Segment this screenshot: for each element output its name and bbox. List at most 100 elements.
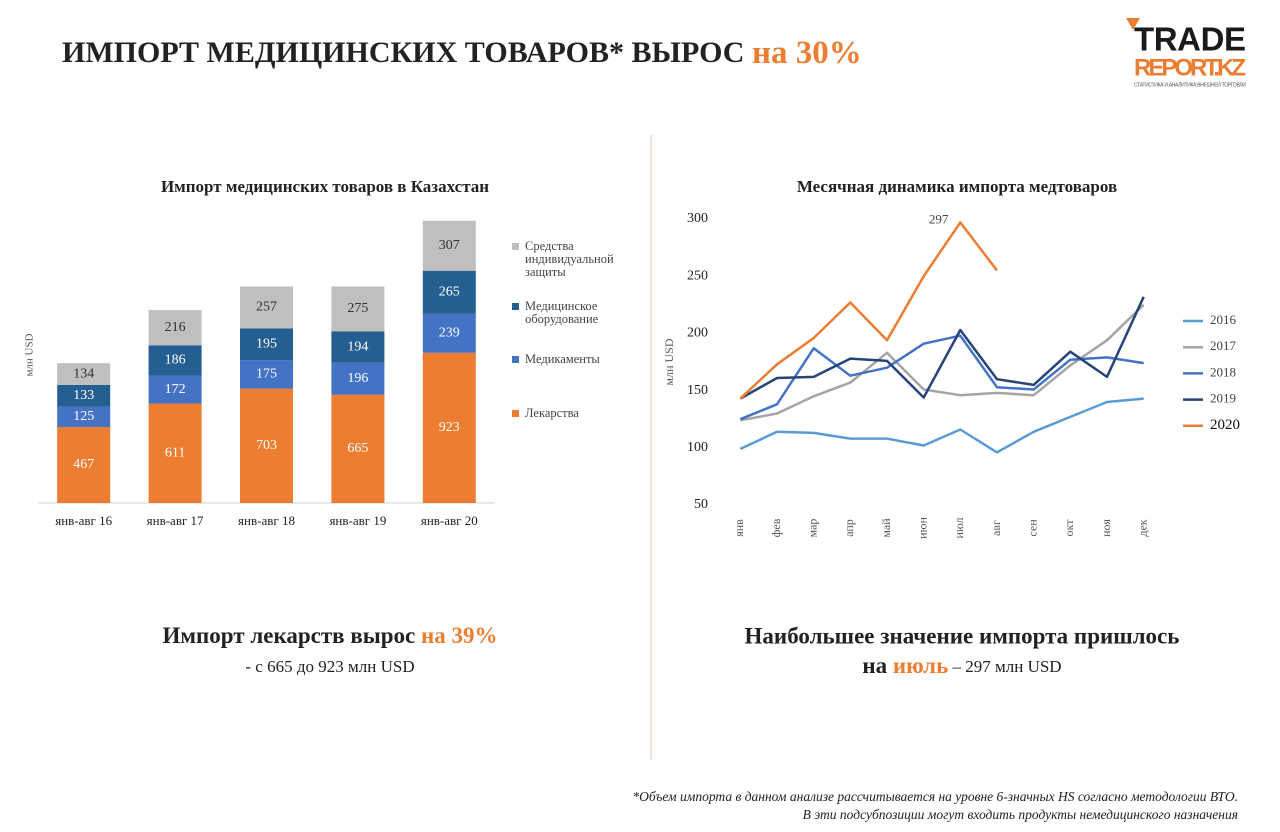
legend-label: 2018 [1210, 364, 1236, 379]
legend-item: Медицинское оборудование [512, 300, 637, 326]
x-tick-label: янв-авг 18 [238, 513, 295, 528]
bar-segment [148, 403, 202, 503]
x-tick-label: июл [952, 517, 966, 538]
legend-label: Средства индивидуальной защиты [525, 239, 614, 279]
x-tick-label: янв-авг 17 [147, 513, 204, 528]
bar-segment [148, 375, 202, 404]
legend-label: Медикаменты [525, 352, 600, 366]
data-label: 275 [347, 301, 368, 316]
x-tick-label: сен [1025, 519, 1039, 537]
y-tick-label: 300 [687, 211, 708, 226]
data-label: 467 [73, 457, 94, 472]
y-tick-label: 150 [687, 383, 708, 398]
line-series [739, 296, 1145, 400]
bar-segment [148, 310, 202, 346]
y-tick-label: 250 [687, 268, 708, 283]
x-tick-label: авг [989, 520, 1003, 536]
caption-right: Наибольшее значение импорта пришлось [745, 623, 1180, 648]
chart-title: Импорт медицинских товаров в Казахстан [161, 177, 489, 196]
bar-segment [422, 313, 476, 353]
data-label: 175 [256, 367, 277, 382]
bar-segment [331, 286, 385, 332]
bar-segment [57, 363, 111, 385]
legend-swatch [512, 410, 519, 417]
x-tick-label: дек [1135, 519, 1149, 536]
bar-segment [240, 388, 293, 503]
legend-item: Средства индивидуальной защиты [512, 240, 637, 279]
data-label: 195 [256, 336, 277, 351]
legend-label: 2016 [1210, 312, 1237, 327]
headline-accent: на 30% [752, 35, 862, 71]
x-tick-label: окт [1062, 519, 1076, 537]
bar-segment [240, 328, 293, 361]
data-label: 172 [165, 382, 186, 397]
data-label: 297 [929, 211, 949, 226]
caption-main: Импорт лекарств вырос [163, 623, 421, 648]
x-tick-label: июн [915, 517, 929, 539]
headline-main: ИМПОРТ МЕДИЦИНСКИХ ТОВАРОВ* ВЫРОС [62, 36, 752, 69]
data-label: 257 [256, 300, 277, 315]
x-tick-label: фев [769, 518, 783, 537]
footnote: В эти подсубпозиции могут входить продук… [803, 807, 1238, 822]
data-label: 196 [347, 371, 368, 386]
logo-tagline: СТАТИСТИКА И АНАЛИТИКА ВНЕШНЕЙ ТОРГОВЛИ [1134, 80, 1246, 88]
y-tick-label: 200 [687, 326, 708, 341]
data-label: 186 [165, 353, 186, 368]
x-tick-label: ноя [1099, 519, 1113, 537]
caption-accent: на 39% [421, 623, 498, 648]
data-label: 265 [439, 285, 460, 300]
line-series [739, 334, 1144, 421]
logo-mark [1126, 18, 1140, 30]
bar-segment [422, 270, 476, 314]
y-tick-label: 100 [687, 440, 708, 455]
data-label: 125 [73, 409, 94, 424]
legend-label: 2019 [1210, 391, 1236, 406]
x-tick-label: янв-авг 20 [421, 513, 478, 528]
data-label: 703 [256, 438, 277, 453]
headline: ИМПОРТ МЕДИЦИНСКИХ ТОВАРОВ* ВЫРОС на 30% [62, 35, 862, 71]
chart-title: Месячная динамика импорта медтоваров [797, 177, 1117, 196]
caption-left: Импорт лекарств вырос на 39% [163, 623, 498, 648]
y-axis-label: млн USD [662, 338, 676, 385]
caption-sub: - с 665 до 923 млн USD [245, 657, 414, 676]
bar-segment [240, 360, 293, 389]
line-series [740, 303, 1145, 422]
data-label: 923 [439, 420, 460, 435]
footnote: *Объем импорта в данном анализе рассчиты… [632, 789, 1238, 804]
caption-accent: июль [893, 653, 948, 678]
data-label: 307 [439, 238, 460, 253]
data-label: 665 [347, 441, 368, 456]
caption-right-2: на июль – 297 млн USD [862, 653, 1061, 678]
line-series [739, 221, 998, 400]
data-label: 239 [439, 326, 460, 341]
y-tick-label: 50 [694, 497, 708, 512]
bar-segment [240, 286, 293, 329]
legend-label: 2017 [1210, 338, 1237, 353]
x-tick-label: янв-авг 16 [55, 513, 112, 528]
bar-segment [331, 362, 385, 395]
data-label: 134 [73, 366, 94, 381]
y-axis-label: млн USD [24, 333, 36, 376]
bar-segment [148, 345, 202, 376]
bar-segment [57, 384, 111, 407]
legend-label: Медицинское оборудование [525, 299, 599, 326]
legend-swatch [512, 243, 519, 250]
logo-bottom: REPORT.KZ [1134, 54, 1246, 81]
logo-top: TRADE [1134, 21, 1246, 58]
x-tick-label: апр [842, 519, 856, 537]
bar-segment [57, 406, 111, 427]
x-tick-label: май [879, 518, 893, 538]
x-tick-label: янв-авг 19 [329, 513, 386, 528]
bar-segment [422, 220, 476, 271]
legend-swatch [512, 303, 519, 310]
caption-post: – 297 млн USD [948, 657, 1061, 676]
caption-pre: на [862, 653, 893, 678]
data-label: 216 [165, 320, 186, 335]
x-tick-label: мар [805, 519, 819, 538]
legend-label: 2020 [1210, 417, 1240, 433]
bar-segment [57, 426, 111, 503]
line-series [739, 397, 1144, 454]
x-tick-label: янв [732, 519, 746, 537]
